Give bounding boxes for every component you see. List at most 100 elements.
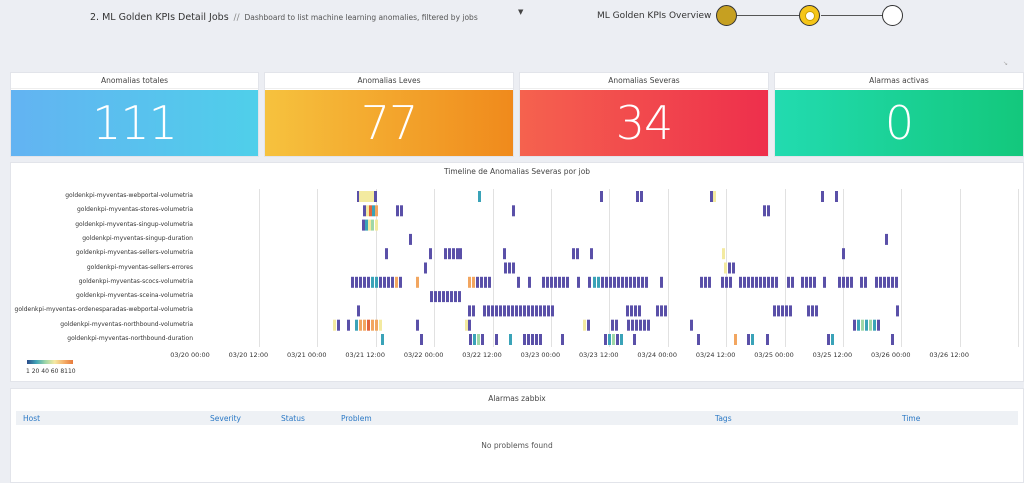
anomaly-mark[interactable] [448,248,451,260]
anomaly-mark[interactable] [547,305,550,317]
anomaly-mark[interactable] [517,276,520,288]
anomaly-mark[interactable] [732,262,735,274]
anomaly-mark[interactable] [751,276,754,288]
anomaly-mark[interactable] [362,219,365,231]
anomaly-mark[interactable] [763,205,766,217]
anomaly-mark[interactable] [811,305,814,317]
anomaly-mark[interactable] [478,191,481,202]
anomaly-mark[interactable] [368,191,371,202]
anomaly-mark[interactable] [531,334,534,345]
anomaly-mark[interactable] [551,305,554,317]
anomaly-mark[interactable] [375,276,378,288]
anomaly-mark[interactable] [452,248,455,260]
anomaly-mark[interactable] [454,291,457,303]
anomaly-mark[interactable] [512,262,515,274]
anomaly-mark[interactable] [891,334,894,345]
anomaly-mark[interactable] [509,334,512,345]
anomaly-mark[interactable] [641,276,644,288]
anomaly-mark[interactable] [434,291,437,303]
anomaly-mark[interactable] [631,319,634,331]
anomaly-mark[interactable] [729,276,732,288]
anomaly-mark[interactable] [542,276,545,288]
anomaly-mark[interactable] [853,319,856,331]
column-problem[interactable]: Problem [341,414,372,423]
anomaly-mark[interactable] [561,334,564,345]
anomaly-mark[interactable] [700,276,703,288]
stepper-step-2[interactable] [799,5,820,26]
anomaly-mark[interactable] [468,305,471,317]
column-tags[interactable]: Tags [715,414,732,423]
anomaly-mark[interactable] [531,305,534,317]
anomaly-mark[interactable] [468,319,471,331]
anomaly-mark[interactable] [535,305,538,317]
anomaly-mark[interactable] [747,334,750,345]
anomaly-mark[interactable] [885,233,888,245]
anomaly-mark[interactable] [476,276,479,288]
anomaly-mark[interactable] [615,319,618,331]
anomaly-mark[interactable] [635,319,638,331]
anomaly-mark[interactable] [755,276,758,288]
anomaly-mark[interactable] [367,319,370,331]
anomaly-mark[interactable] [503,305,506,317]
anomaly-mark[interactable] [634,305,637,317]
anomaly-mark[interactable] [512,205,515,217]
anomaly-mark[interactable] [359,276,362,288]
anomaly-mark[interactable] [823,276,826,288]
anomaly-mark[interactable] [613,276,616,288]
column-host[interactable]: Host [23,414,41,423]
anomaly-mark[interactable] [775,276,778,288]
anomaly-mark[interactable] [759,276,762,288]
anomaly-mark[interactable] [491,305,494,317]
anomaly-mark[interactable] [409,233,412,245]
anomaly-mark[interactable] [446,291,449,303]
anomaly-mark[interactable] [587,319,590,331]
anomaly-mark[interactable] [371,319,374,331]
anomaly-mark[interactable] [456,248,459,260]
anomaly-mark[interactable] [601,276,604,288]
anomaly-mark[interactable] [850,276,853,288]
anomaly-mark[interactable] [365,219,368,231]
anomaly-mark[interactable] [842,276,845,288]
anomaly-mark[interactable] [883,276,886,288]
anomaly-mark[interactable] [391,276,394,288]
anomaly-mark[interactable] [724,262,727,274]
anomaly-mark[interactable] [337,319,340,331]
anomaly-mark[interactable] [636,191,639,202]
anomaly-mark[interactable] [375,319,378,331]
anomaly-mark[interactable] [499,305,502,317]
anomaly-mark[interactable] [664,305,667,317]
anomaly-mark[interactable] [396,205,399,217]
anomaly-mark[interactable] [385,248,388,260]
anomaly-mark[interactable] [371,219,374,231]
anomaly-mark[interactable] [887,276,890,288]
anomaly-mark[interactable] [420,334,423,345]
overview-link[interactable]: ML Golden KPIs Overview [597,11,712,21]
anomaly-mark[interactable] [813,276,816,288]
anomaly-mark[interactable] [357,305,360,317]
anomaly-mark[interactable] [576,248,579,260]
anomaly-mark[interactable] [379,276,382,288]
anomaly-mark[interactable] [523,305,526,317]
anomaly-mark[interactable] [708,276,711,288]
stepper-step-1[interactable] [716,5,737,26]
anomaly-mark[interactable] [366,205,369,217]
anomaly-mark[interactable] [873,319,876,331]
stepper-step-3[interactable] [882,5,903,26]
anomaly-mark[interactable] [877,319,880,331]
anomaly-mark[interactable] [362,191,365,202]
anomaly-mark[interactable] [831,334,834,345]
anomaly-mark[interactable] [371,191,374,202]
resize-handle-icon[interactable]: ↘ [1002,60,1008,67]
anomaly-mark[interactable] [625,276,628,288]
anomaly-mark[interactable] [633,276,636,288]
column-severity[interactable]: Severity [210,414,241,423]
anomaly-mark[interactable] [864,276,867,288]
anomaly-mark[interactable] [543,305,546,317]
anomaly-mark[interactable] [630,305,633,317]
anomaly-mark[interactable] [383,276,386,288]
anomaly-mark[interactable] [645,276,648,288]
anomaly-mark[interactable] [896,305,899,317]
anomaly-mark[interactable] [438,291,441,303]
anomaly-mark[interactable] [809,276,812,288]
anomaly-mark[interactable] [381,334,384,345]
